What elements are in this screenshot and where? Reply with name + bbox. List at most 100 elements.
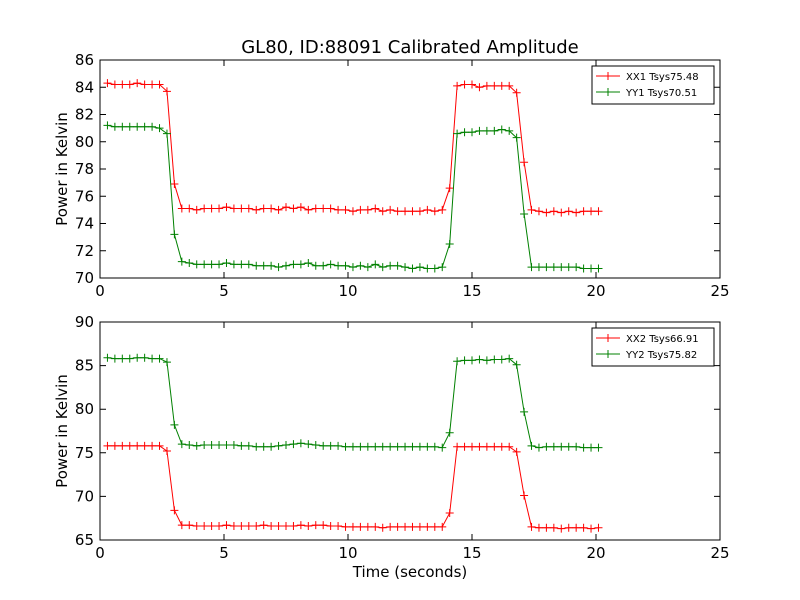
data-point xyxy=(229,440,238,449)
y-tick-label: 70 xyxy=(75,269,94,287)
data-point xyxy=(282,440,290,449)
data-point xyxy=(140,122,149,131)
data-point xyxy=(512,447,521,456)
data-point xyxy=(326,204,335,213)
data-point xyxy=(267,442,276,451)
data-point xyxy=(110,354,119,363)
data-point xyxy=(497,442,506,451)
y-tick-label: 65 xyxy=(75,531,94,549)
data-point xyxy=(319,521,328,530)
data-point xyxy=(244,441,253,450)
data-point xyxy=(356,522,365,531)
data-point xyxy=(527,263,536,272)
data-point xyxy=(460,356,469,365)
data-point xyxy=(423,205,432,214)
data-point xyxy=(587,264,596,273)
data-point xyxy=(512,88,521,97)
y-axis-label: Power in Kelvin xyxy=(53,374,71,488)
data-point xyxy=(415,522,424,531)
y-tick-label: 80 xyxy=(75,133,94,151)
data-point xyxy=(215,260,224,269)
data-point xyxy=(200,204,209,213)
data-point xyxy=(520,407,529,416)
data-point xyxy=(415,263,424,272)
data-point xyxy=(557,524,566,533)
data-point xyxy=(177,204,186,213)
data-point xyxy=(244,204,253,213)
data-point xyxy=(274,205,283,214)
data-point xyxy=(534,207,543,216)
data-point xyxy=(244,522,253,531)
data-point xyxy=(393,207,402,216)
data-point xyxy=(267,261,276,270)
data-point xyxy=(579,523,588,532)
data-point xyxy=(594,207,603,216)
y-tick-label: 84 xyxy=(75,78,94,96)
data-point xyxy=(594,523,603,532)
data-point xyxy=(110,441,119,450)
data-point xyxy=(185,440,194,449)
legend: XX1 Tsys75.48 YY1 Tsys70.51 xyxy=(591,65,715,105)
data-point xyxy=(468,80,476,89)
data-point xyxy=(177,521,186,530)
data-point xyxy=(304,522,313,531)
data-point xyxy=(415,207,424,216)
data-point xyxy=(408,264,417,273)
data-point xyxy=(170,420,179,429)
data-point xyxy=(482,356,491,365)
data-point xyxy=(505,81,514,90)
data-point xyxy=(527,205,536,214)
y-axis-label: Power in Kelvin xyxy=(53,112,71,226)
data-point xyxy=(259,442,268,451)
legend-box xyxy=(591,327,715,367)
x-tick-label: 15 xyxy=(462,282,481,300)
series-1 xyxy=(103,441,603,533)
data-point xyxy=(148,80,157,89)
data-point xyxy=(401,522,410,531)
data-point xyxy=(453,81,462,90)
data-point xyxy=(438,522,447,531)
data-point xyxy=(579,443,588,452)
data-point xyxy=(453,357,462,366)
data-point xyxy=(438,263,447,272)
data-point xyxy=(557,208,566,217)
data-point xyxy=(237,204,246,213)
data-point xyxy=(348,442,357,451)
data-point xyxy=(378,523,387,532)
data-point xyxy=(460,128,469,137)
data-point xyxy=(363,442,372,451)
data-point xyxy=(497,125,506,134)
data-point xyxy=(564,207,573,216)
data-point xyxy=(207,260,216,269)
data-point xyxy=(162,87,171,96)
data-point xyxy=(534,523,543,532)
data-point xyxy=(356,205,365,214)
data-point xyxy=(282,261,290,270)
data-point xyxy=(155,80,164,89)
data-point xyxy=(229,522,238,531)
data-point xyxy=(386,261,395,270)
data-point xyxy=(401,207,410,216)
data-point xyxy=(438,443,447,452)
data-point xyxy=(549,263,558,272)
data-point xyxy=(133,79,142,88)
data-point xyxy=(378,263,387,272)
y-tick-label: 82 xyxy=(75,106,94,124)
data-point xyxy=(348,263,357,272)
data-point xyxy=(482,442,491,451)
data-point xyxy=(125,354,134,363)
x-axis-label: Time (seconds) xyxy=(352,563,468,581)
data-point xyxy=(118,354,127,363)
data-point xyxy=(296,203,305,212)
data-point xyxy=(490,126,499,135)
data-point xyxy=(274,522,283,531)
series-2 xyxy=(103,353,603,452)
data-point xyxy=(520,158,529,167)
data-point xyxy=(579,264,588,273)
data-point xyxy=(341,522,350,531)
y-tick-label: 85 xyxy=(75,357,94,375)
data-point xyxy=(579,207,588,216)
data-point xyxy=(520,209,529,218)
data-point xyxy=(505,442,514,451)
data-point xyxy=(177,440,186,449)
